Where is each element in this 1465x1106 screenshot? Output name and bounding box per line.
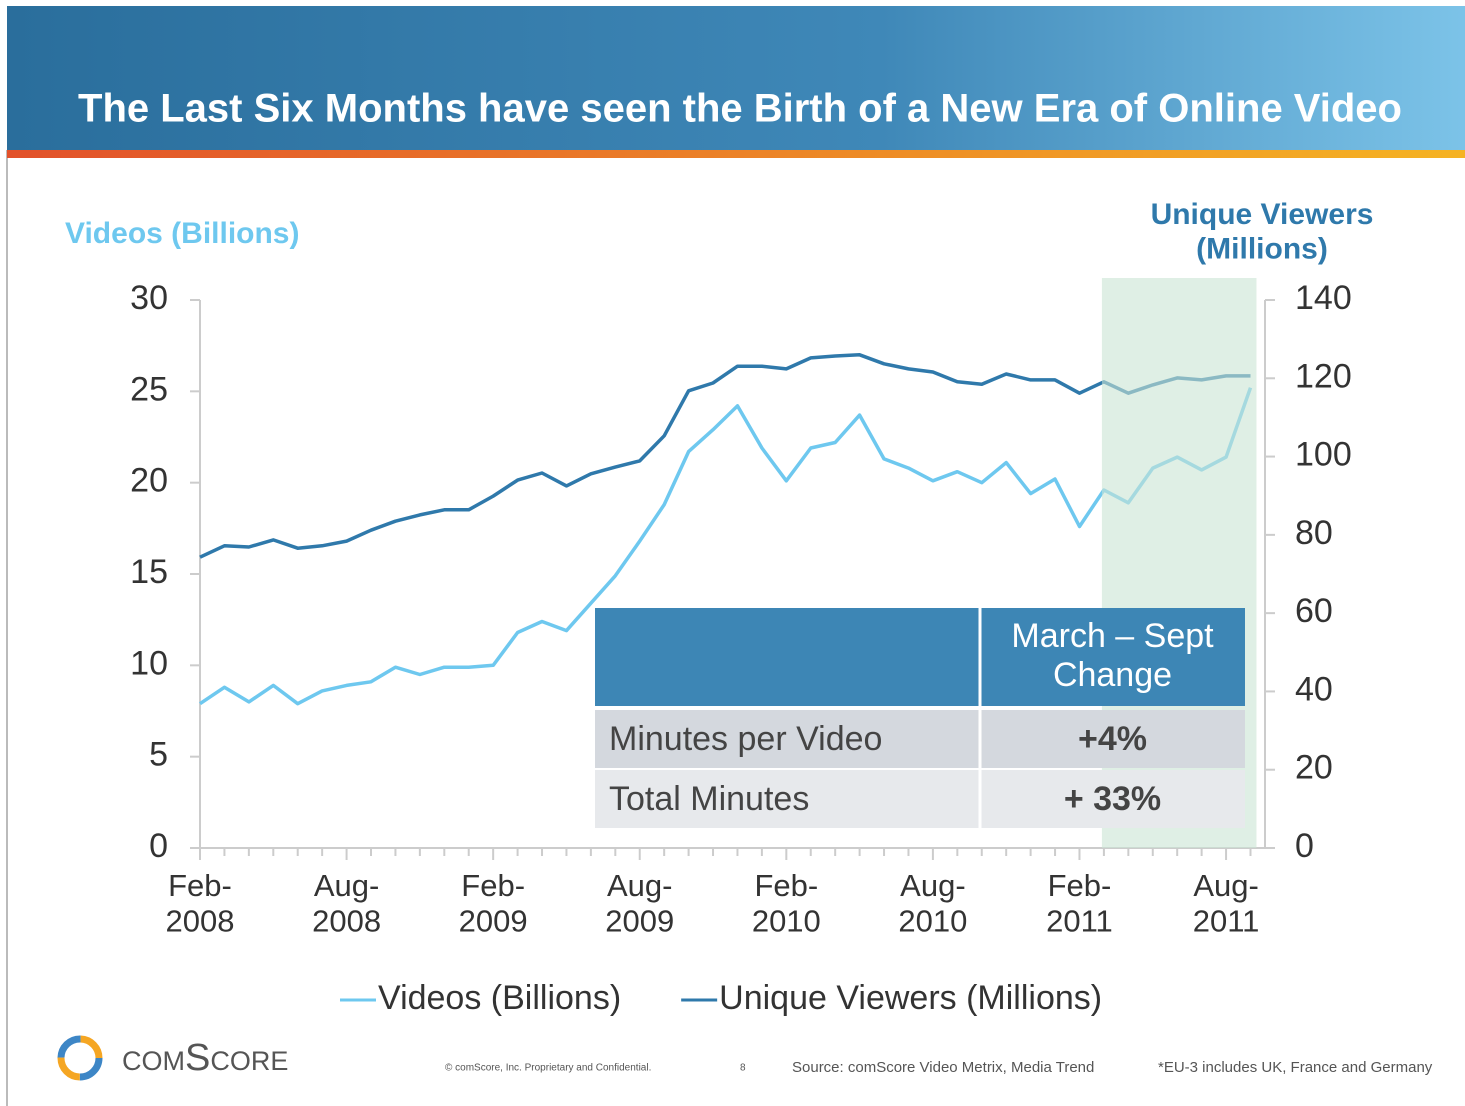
footer-page: 8: [740, 1063, 746, 1074]
logo-text: comScore: [122, 1037, 288, 1079]
x-tick-label: Aug-2011: [1193, 868, 1260, 939]
footer-source: Source: comScore Video Metrix, Media Tre…: [792, 1059, 1094, 1076]
table-cell: Minutes per Video: [609, 720, 882, 758]
y-tick-label: 20: [130, 462, 168, 500]
y-tick-label: 25: [130, 370, 168, 408]
table-cell: Total Minutes: [609, 780, 809, 818]
legend-label: Unique Viewers (Millions): [719, 979, 1102, 1017]
y2-tick-label: 40: [1295, 670, 1333, 708]
y2-tick-label: 120: [1295, 357, 1352, 395]
x-tick-label: Aug-2009: [605, 868, 674, 939]
table-cell: + 33%: [1064, 780, 1161, 818]
series-line: [199, 353, 1251, 559]
title-bar: [7, 6, 1465, 152]
footer-note: *EU-3 includes UK, France and Germany: [1158, 1059, 1433, 1076]
x-tick-label: Aug-2010: [898, 868, 967, 939]
table-row: [595, 710, 1245, 768]
y-tick-label: 0: [149, 827, 168, 865]
x-tick-label: Feb-2009: [459, 868, 528, 939]
table-cell: +4%: [1078, 720, 1147, 758]
title-stripe: [7, 150, 1465, 158]
y-tick-label: 15: [130, 553, 168, 591]
series-line: [199, 387, 1253, 706]
y2-tick-label: 20: [1295, 749, 1333, 787]
x-tick-label: Feb-2010: [752, 868, 821, 939]
table-row: [595, 770, 1245, 828]
x-tick-label: Aug-2008: [312, 868, 381, 939]
title: The Last Six Months have seen the Birth …: [78, 87, 1402, 131]
legend-label: Videos (Billions): [378, 979, 621, 1017]
y-axis-label: Videos (Billions): [65, 217, 299, 250]
footer-copyright: © comScore, Inc. Proprietary and Confide…: [445, 1063, 651, 1074]
y-tick-label: 5: [149, 736, 168, 774]
y2-axis-label: Unique Viewers (Millions): [1151, 198, 1374, 266]
y-tick-label: 30: [130, 279, 168, 317]
y2-tick-label: 100: [1295, 436, 1352, 474]
x-tick-label: Feb-2011: [1046, 868, 1113, 939]
y2-tick-label: 140: [1295, 279, 1352, 317]
logo-icon: [57, 1035, 103, 1081]
y2-tick-label: 0: [1295, 827, 1314, 865]
logo: comScore: [57, 1035, 288, 1081]
y2-tick-label: 80: [1295, 514, 1333, 552]
y-tick-label: 10: [130, 644, 168, 682]
table-header: [595, 608, 1245, 706]
x-tick-label: Feb-2008: [166, 868, 235, 939]
y2-tick-label: 60: [1295, 592, 1333, 630]
table-header-text: March – Sept Change: [1011, 617, 1214, 694]
